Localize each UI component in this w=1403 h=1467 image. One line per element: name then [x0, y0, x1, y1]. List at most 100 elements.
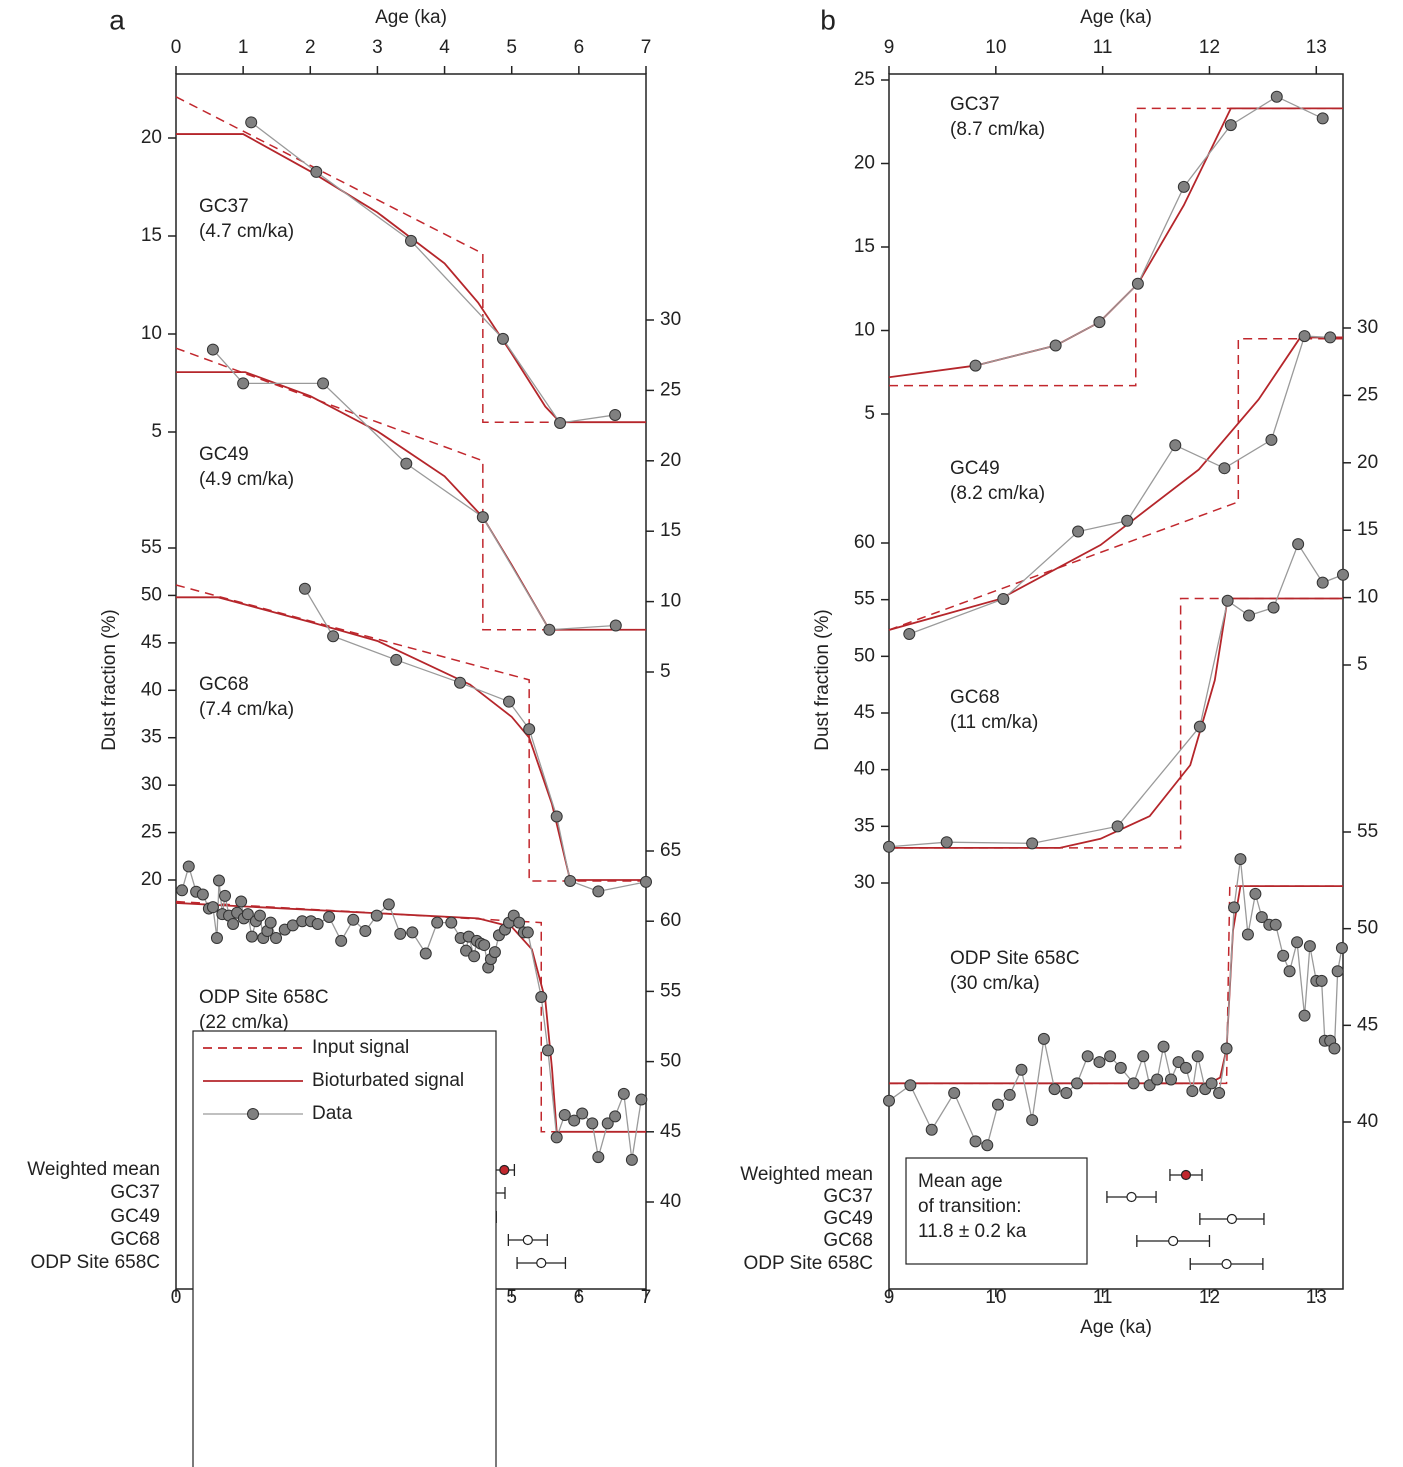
y-tick-label: 25: [141, 822, 162, 843]
y-tick-label: 40: [660, 1191, 681, 1212]
data-point: [1228, 901, 1241, 914]
data-point: [609, 1110, 622, 1123]
legend-label: Data: [312, 1103, 353, 1124]
y-tick-label: 30: [141, 774, 162, 795]
y-axis-title: Dust fraction (%): [812, 609, 833, 750]
data-point: [227, 918, 240, 931]
data-point: [1186, 1085, 1199, 1098]
transition-label: GC68: [110, 1229, 160, 1250]
data-point: [609, 619, 622, 632]
data-point: [1331, 965, 1344, 978]
x-axis-title: Age (ka): [1080, 1317, 1152, 1338]
data-point: [206, 901, 219, 914]
y-tick-label: 25: [660, 379, 681, 400]
data-point: [347, 913, 360, 926]
data-point: [883, 840, 895, 853]
x-tick-label: 9: [884, 37, 895, 58]
data-point: [513, 916, 526, 929]
data-point: [317, 377, 330, 390]
data-point: [1292, 538, 1305, 551]
data-point: [1316, 112, 1329, 125]
data-point: [558, 1108, 571, 1121]
x-tick-label: 7: [641, 1287, 652, 1308]
data-point: [640, 875, 652, 888]
legend-marker: [247, 1108, 259, 1120]
data-point: [1298, 1009, 1311, 1022]
data-point: [1242, 609, 1255, 622]
y-axis-title: Dust fraction (%): [99, 609, 120, 750]
data-point: [1072, 525, 1085, 538]
y-tick-label: 60: [854, 532, 875, 553]
record-name: GC49: [950, 458, 1000, 479]
data-point: [468, 950, 481, 963]
data-point: [1157, 1040, 1170, 1053]
data-point: [182, 860, 195, 873]
y-tick-label: 45: [854, 702, 875, 723]
y-tick-label: 40: [1357, 1111, 1378, 1132]
x-axis-title: Age (ka): [1080, 7, 1152, 28]
transition-age: [1168, 1235, 1179, 1247]
data-point: [991, 1098, 1004, 1111]
x-tick-label: 13: [1306, 37, 1327, 58]
transition-age: [536, 1257, 547, 1269]
data-point: [298, 582, 311, 595]
record-rate: (8.7 cm/ka): [950, 119, 1045, 140]
legend-label: Bioturbated signal: [312, 1070, 464, 1091]
data-line: [975, 95, 1323, 367]
data-point: [1093, 1056, 1106, 1069]
transition-age: [1226, 1213, 1238, 1225]
data-point: [382, 898, 395, 911]
transition-label: Weighted mean: [27, 1159, 160, 1180]
data-point: [1224, 119, 1237, 132]
transition-label: GC68: [823, 1230, 873, 1251]
y-tick-label: 30: [660, 309, 681, 330]
data-point: [635, 1093, 648, 1106]
record-rate: (7.4 cm/ka): [199, 699, 294, 720]
y-tick-label: 10: [660, 591, 681, 612]
data-point: [1037, 1032, 1050, 1045]
data-point: [1315, 974, 1328, 987]
x-tick-label: 12: [1199, 1287, 1220, 1308]
data-line: [304, 588, 647, 893]
data-point: [311, 918, 324, 931]
data-point: [235, 895, 248, 908]
record-rate: (30 cm/ka): [950, 973, 1040, 994]
data-point: [904, 1079, 917, 1092]
data-point: [1169, 439, 1182, 452]
x-tick-label: 9: [884, 1287, 895, 1308]
record-name: GC49: [199, 444, 249, 465]
data-point: [940, 836, 953, 849]
bioturbated-signal: [888, 107, 1343, 379]
y-tick-label: 25: [1357, 384, 1378, 405]
x-tick-label: 7: [641, 37, 652, 58]
data-point: [1177, 180, 1190, 193]
y-tick-label: 50: [141, 584, 162, 605]
data-point: [370, 909, 383, 922]
y-tick-label: 55: [1357, 821, 1378, 842]
data-point: [1137, 1050, 1150, 1063]
x-tick-label: 3: [372, 37, 383, 58]
x-tick-label: 6: [574, 1287, 585, 1308]
x-tick-label: 11: [1093, 37, 1113, 58]
data-point: [1283, 965, 1296, 978]
data-point: [535, 991, 548, 1004]
record-rate: (4.7 cm/ka): [199, 221, 294, 242]
data-point: [568, 1114, 581, 1127]
data-point: [1114, 1061, 1127, 1074]
data-point: [270, 932, 283, 945]
data-point: [245, 930, 258, 943]
y-tick-label: 10: [1357, 587, 1378, 608]
data-point: [903, 627, 916, 640]
x-tick-label: 0: [171, 1287, 182, 1308]
data-point: [210, 932, 223, 945]
data-point: [390, 653, 403, 666]
data-point: [196, 888, 209, 901]
y-tick-label: 65: [660, 840, 681, 861]
transition-age: [1221, 1258, 1232, 1270]
y-tick-label: 10: [854, 320, 875, 341]
data-point: [359, 925, 372, 938]
data-point: [1218, 462, 1231, 475]
data-point: [1265, 433, 1278, 446]
data-point: [488, 946, 501, 959]
